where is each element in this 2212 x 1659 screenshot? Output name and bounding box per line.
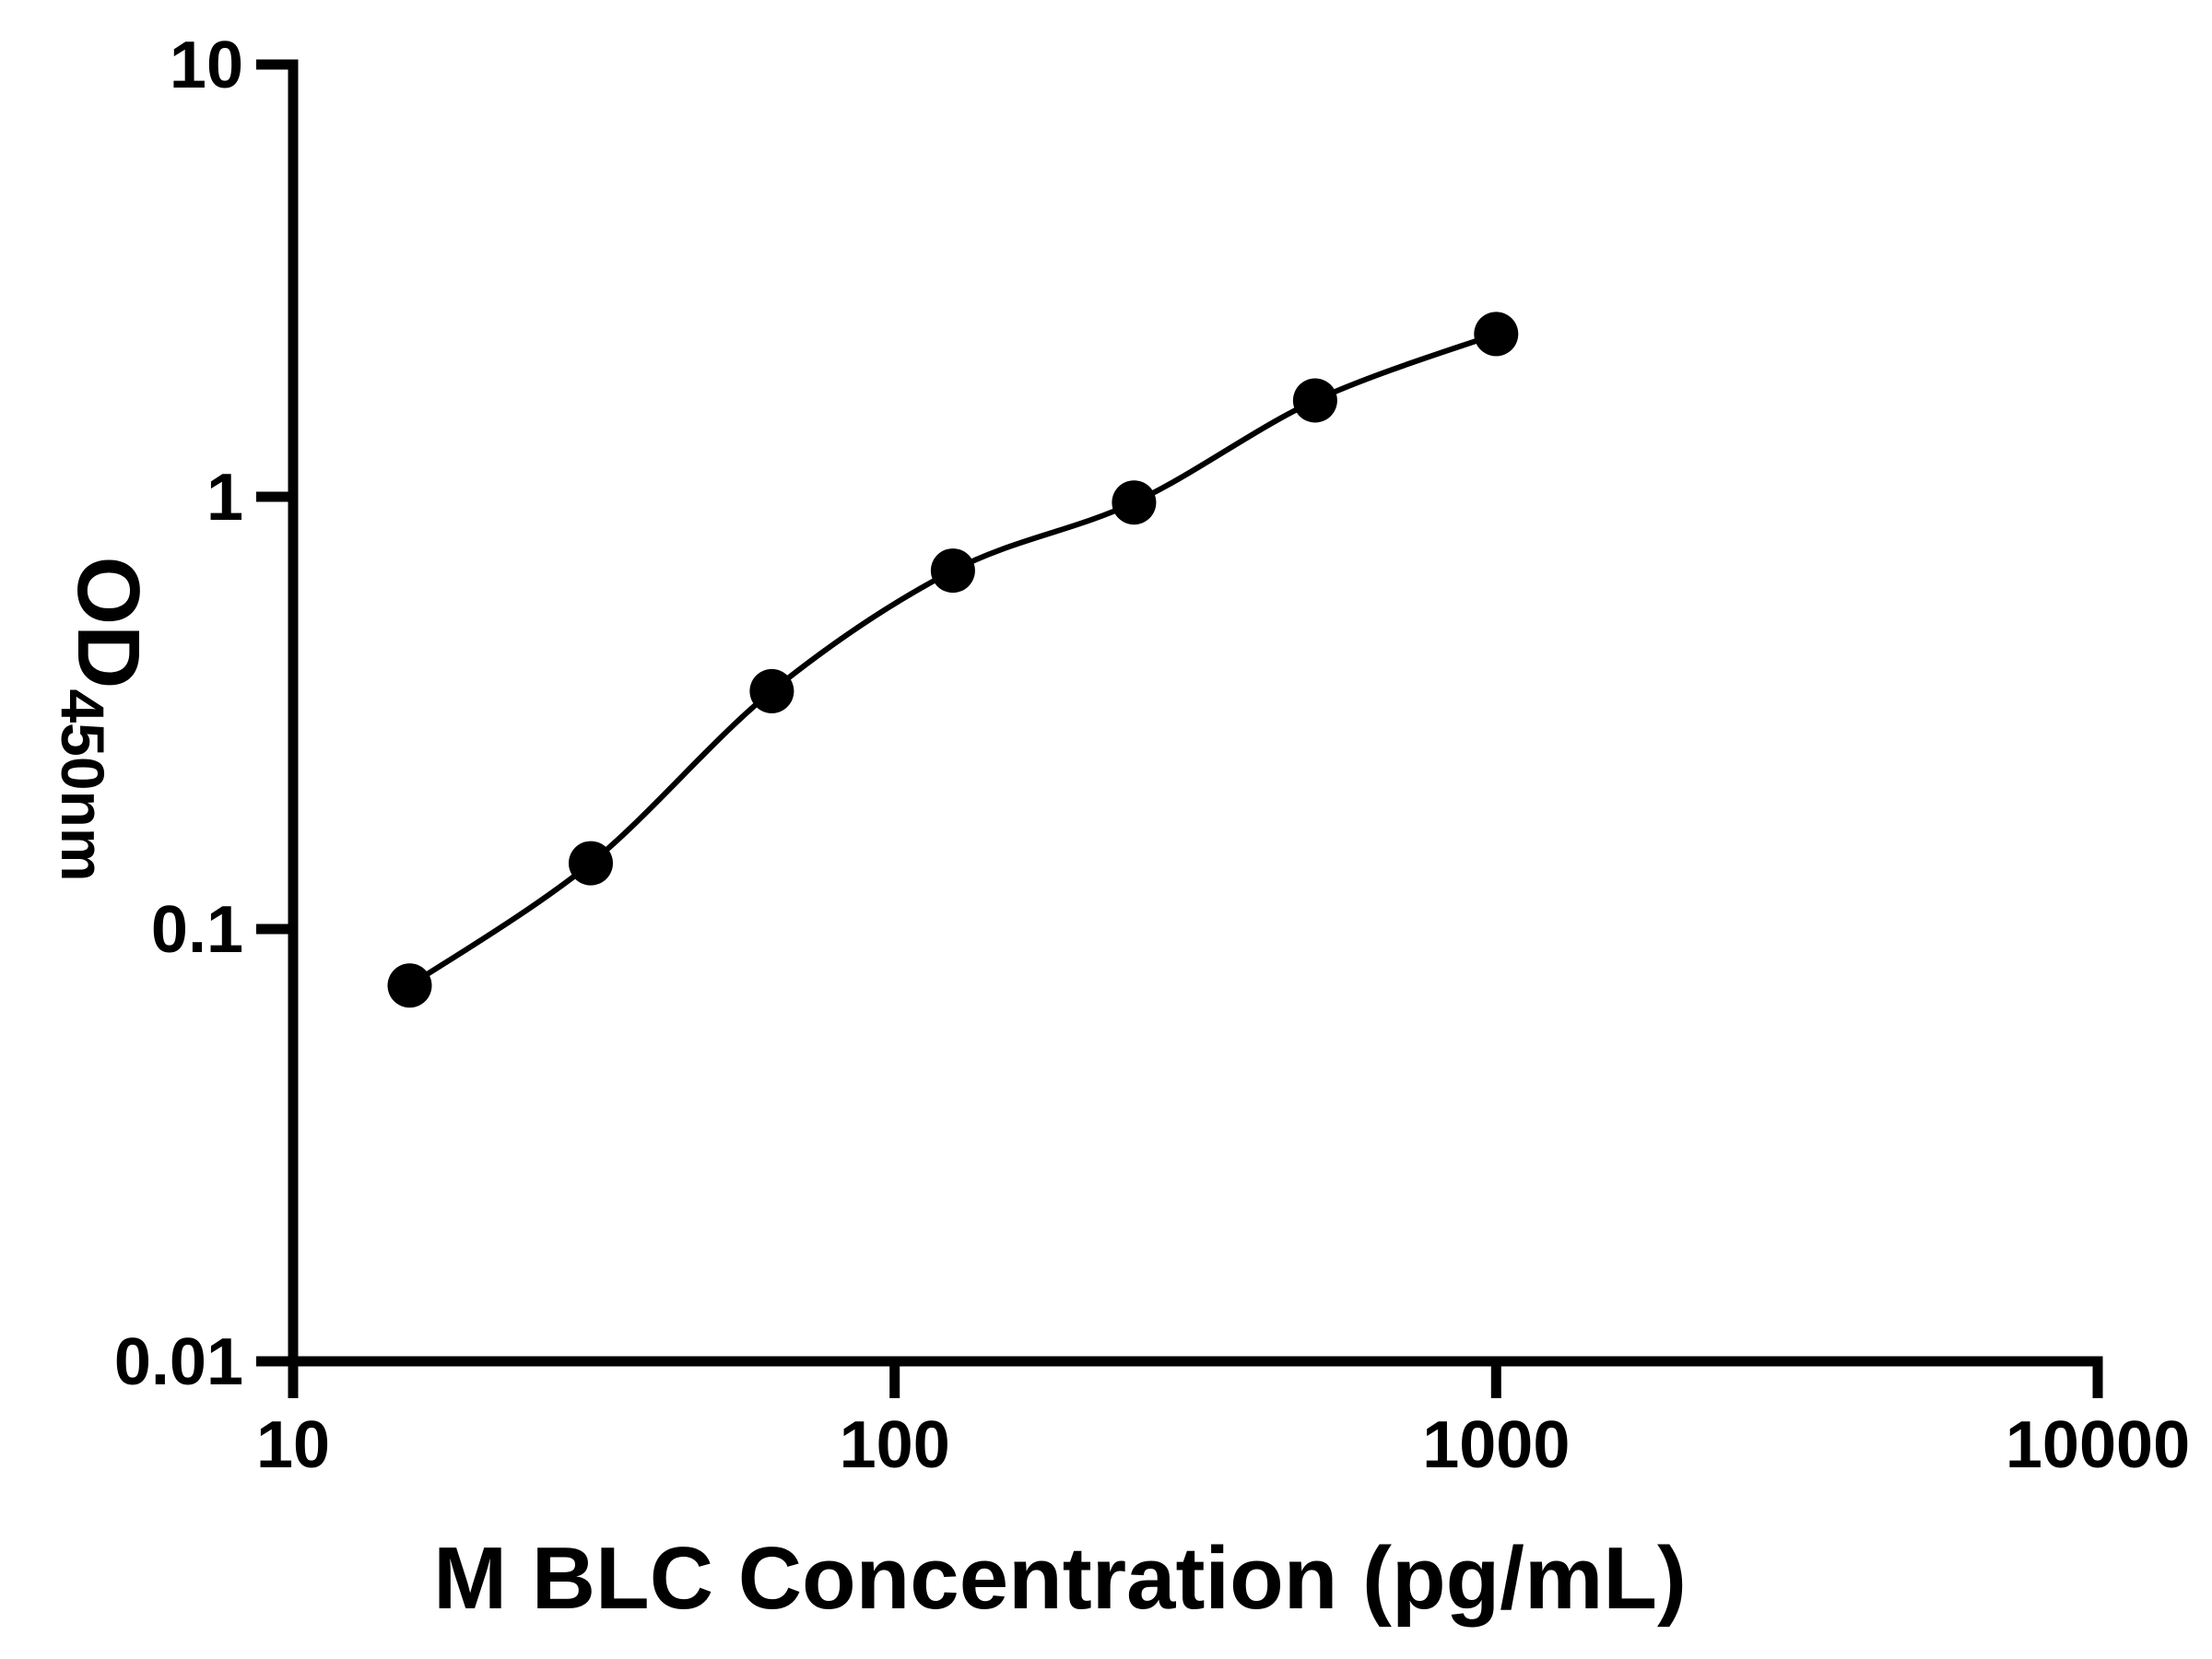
data-point-3 — [749, 668, 794, 713]
data-point-4 — [930, 548, 975, 594]
data-point-2 — [569, 841, 613, 886]
x-tick-label-100: 100 — [840, 1408, 950, 1482]
svg-text:OD450nm: OD450nm — [49, 556, 158, 881]
x-axis-title: M BLC Concentration (pg/mL) — [433, 1529, 1687, 1628]
x-tick-label-10: 10 — [256, 1408, 330, 1482]
data-point-7 — [1474, 312, 1519, 357]
data-point-1 — [387, 963, 432, 1008]
y-axis-ticks: 0.01 0.1 1 10 — [114, 29, 293, 1399]
axes — [288, 59, 2103, 1367]
x-axis-ticks: 10 100 1000 10000 — [256, 1361, 2190, 1482]
fit-curve-group — [406, 331, 1500, 989]
data-point-6 — [1292, 378, 1337, 423]
y-axis-title: OD450nm — [49, 556, 158, 881]
y-tick-label-0.01: 0.01 — [114, 1325, 243, 1399]
data-points-group — [387, 312, 1519, 1008]
y-axis-title-subscript: 450nm — [49, 688, 117, 881]
x-tick-label-1000: 1000 — [1422, 1408, 1570, 1482]
axis-spines — [288, 59, 2103, 1367]
y-tick-label-1: 1 — [206, 461, 243, 535]
y-tick-label-0.1: 0.1 — [151, 893, 243, 967]
x-tick-label-10000: 10000 — [2006, 1408, 2190, 1482]
fit-curve — [406, 331, 1500, 989]
y-axis-title-base: OD — [59, 556, 158, 688]
y-tick-label-10: 10 — [170, 29, 243, 102]
data-point-5 — [1112, 480, 1157, 525]
